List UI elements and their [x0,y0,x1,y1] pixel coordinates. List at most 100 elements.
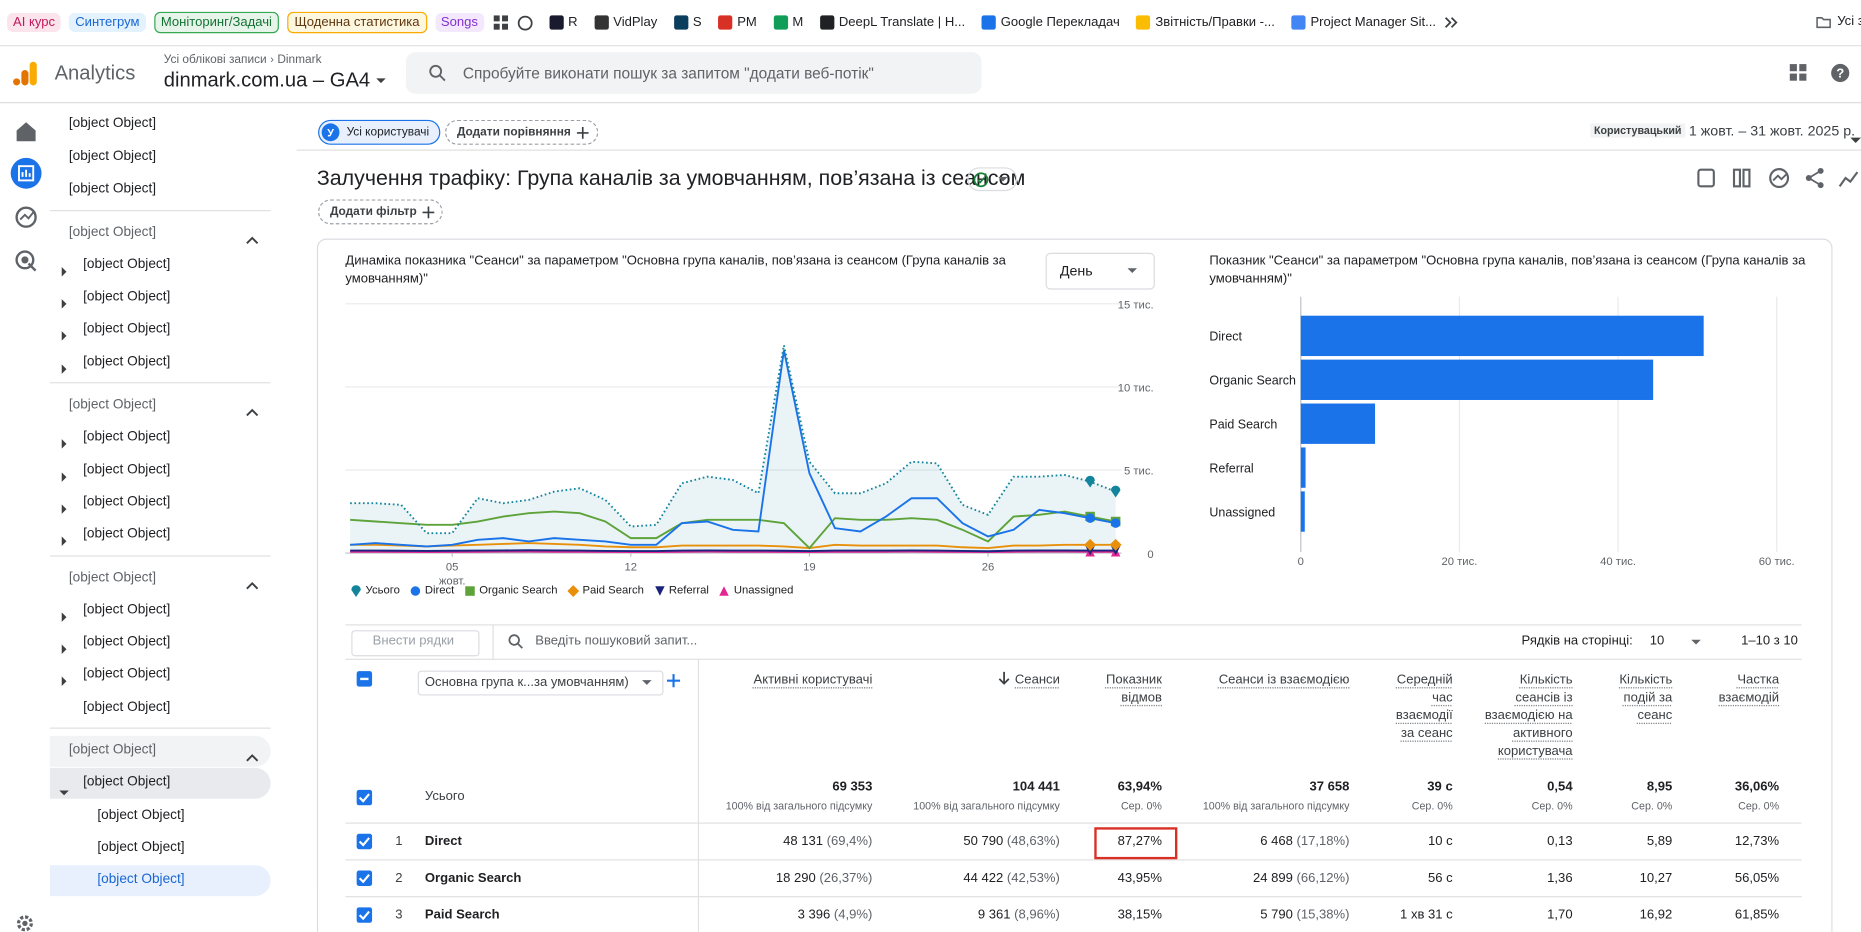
sidebar-item[interactable]: [object Object] [83,527,171,542]
search-box[interactable] [405,52,982,94]
sidebar-item[interactable]: [object Object] [97,807,185,823]
sidebar-item[interactable]: [object Object] [83,322,171,337]
breadcrumb-item[interactable]: Dinmark [277,53,322,67]
property-selector[interactable]: dinmark.com.ua – GA4 [164,69,387,93]
sidebar-item[interactable]: [object Object] [68,570,157,585]
legend-item[interactable]: Referral [653,584,709,597]
interval-label[interactable]: День [1059,262,1093,279]
add-filter[interactable]: Додати фільтр [318,199,443,225]
table-cell: 56 с [1382,871,1453,885]
column-header[interactable]: Сеанси із взаємодією [1183,672,1350,690]
breadcrumb: Усі облікові записи › Dinmark [164,53,322,66]
table-search-placeholder[interactable]: Введіть пошуковий запит... [535,633,698,649]
sidebar-item[interactable]: [object Object] [68,181,157,196]
sidebar-item[interactable]: [object Object] [68,148,157,164]
bookmark-text: PM [737,15,757,30]
legend-item[interactable]: Organic Search [464,584,558,597]
bookmark[interactable]: VidPlay [594,15,658,30]
sidebar-item[interactable]: [object Object] [97,872,185,887]
bookmark-chip[interactable]: Моніторинг/Задачі [153,11,280,34]
cell-value: 9 361 [977,907,1011,923]
column-header[interactable]: Кількість подій за сеанс [1601,672,1672,725]
add-rows-text[interactable]: Внести рядки [372,633,455,649]
sidebar-item[interactable]: [object Object] [83,429,171,445]
sidebar-item[interactable]: [object Object] [83,699,171,715]
checkbox-icon [356,789,373,806]
bookmark-chip[interactable]: Songs [435,13,484,33]
caret [1850,137,1861,144]
breadcrumb-item[interactable]: Усі облікові записи [163,53,267,67]
dimension-dropdown[interactable] [417,670,664,696]
bookmark-chip[interactable]: Синтегрум [69,13,146,33]
add-dimension[interactable] [666,673,681,688]
row-channel[interactable]: Paid Search [424,907,500,923]
sidebar-item[interactable]: [object Object] [83,775,171,790]
sidebar-item[interactable]: [object Object] [83,494,171,510]
dimension-name[interactable]: Основна група к...за умовчанням) [424,675,629,690]
sidebar-item[interactable]: [object Object] [68,224,157,240]
sidebar-item[interactable]: [object Object] [83,257,171,272]
legend-item[interactable]: Усього [350,584,400,597]
sidebar-item[interactable]: [object Object] [97,840,185,855]
table-cell: 44 422 (42,53%) [906,871,1059,885]
column-header[interactable]: Показник відмов [1091,672,1162,708]
row-channel[interactable]: Organic Search [424,871,522,886]
interval-dropdown[interactable] [1045,252,1155,290]
bookmark[interactable]: S [673,15,702,30]
report-actions[interactable] [1695,165,1861,191]
bookmark[interactable]: M [773,15,803,30]
bookmark[interactable]: Google Перекладач [981,15,1120,30]
rail-icons[interactable] [9,116,42,282]
legend-item[interactable]: Direct [409,584,454,597]
expand-arrow [61,261,68,282]
bookmark-text: VidPlay [613,15,658,30]
add-rows-button[interactable] [351,630,480,657]
legend-item[interactable]: Unassigned [718,584,793,597]
report-status[interactable] [967,167,1018,192]
rows-per-page[interactable]: 10 [1649,633,1665,649]
section-chevron [246,747,259,768]
legend-label: Organic Search [479,583,558,597]
cell-value: 50 790 [963,834,1004,849]
legend-swatch [567,584,579,597]
sidebar-item[interactable]: [object Object] [83,667,171,682]
row-checkbox[interactable] [356,833,373,856]
totals-checkbox[interactable] [356,789,373,812]
plus-icon [576,126,589,139]
column-header[interactable]: Кількість сеансів із взаємодією на актив… [1478,672,1573,761]
sidebar-item[interactable]: [object Object] [83,289,171,304]
sidebar-item[interactable]: [object Object] [68,742,157,758]
sidebar-item[interactable]: [object Object] [83,602,171,617]
sidebar-item[interactable]: [object Object] [83,462,171,477]
segment-chip[interactable]: У Усі користувачі [318,119,440,145]
bookmark-folder[interactable]: Усі з [1816,14,1861,28]
settings-icon[interactable] [14,913,35,932]
add-comparison[interactable]: Додати порівняння [445,119,599,145]
date-range[interactable]: 1 жовт. – 31 жовт. 2025 р. [1688,122,1856,139]
select-all[interactable] [356,671,373,694]
row-checkbox[interactable] [356,870,373,893]
sidebar-item[interactable]: [object Object] [83,354,171,369]
bookmark[interactable]: PM [718,15,757,30]
column-header[interactable]: Частка взаємодій [1708,672,1779,708]
bookmark[interactable]: Звітність/Правки -... [1136,15,1275,30]
bookmark-chip[interactable]: AI курс [7,13,61,33]
sidebar-item[interactable]: [object Object] [83,635,171,650]
bookmark-chip[interactable]: Щоденна статистика [287,11,427,34]
legend-item[interactable]: Paid Search [567,584,644,597]
row-checkbox[interactable] [356,907,373,930]
row-channel[interactable]: Direct [424,834,462,849]
bookmark[interactable]: DeepL Translate | H... [819,15,965,30]
rows-caret[interactable] [1690,637,1702,646]
column-header[interactable]: Активні користувачі [706,672,873,690]
column-header[interactable]: Сеанси [906,671,1060,690]
apps-icon[interactable] [1789,63,1808,82]
bookmark[interactable]: R [549,15,578,30]
point-marker [410,585,421,596]
sidebar-item[interactable]: [object Object] [68,116,157,131]
help-icon[interactable]: ? [1830,63,1850,83]
sidebar-item[interactable]: [object Object] [68,397,157,412]
bookmark[interactable]: Project Manager Sit... [1291,15,1436,30]
column-header[interactable]: Середній час взаємодії за сеанс [1382,672,1453,743]
expand-arrow [61,531,68,552]
